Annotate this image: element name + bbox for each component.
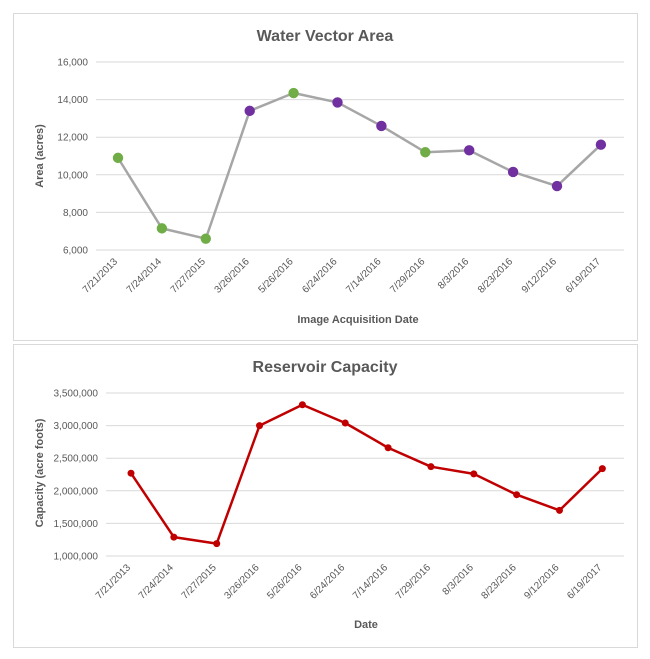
x-tick-label: 6/19/2017 bbox=[565, 562, 605, 602]
y-tick-label: 2,000,000 bbox=[54, 486, 99, 497]
y-tick-label: 8,000 bbox=[63, 208, 88, 219]
x-tick-label: 8/3/2016 bbox=[441, 562, 477, 598]
x-tick-label: 6/24/2016 bbox=[308, 562, 348, 602]
data-point bbox=[470, 470, 478, 478]
data-point bbox=[256, 422, 264, 430]
y-axis-title: Capacity (acre foots) bbox=[34, 418, 46, 527]
x-tick-label: 7/14/2016 bbox=[344, 256, 384, 296]
x-tick-label: 9/12/2016 bbox=[522, 562, 562, 602]
plot-area: 6,000 8,000 10,000 12,000 14,000 16,000 7/21/2… bbox=[57, 58, 624, 296]
data-point bbox=[200, 233, 211, 244]
data-point bbox=[376, 120, 387, 132]
x-axis-title: Image Acquisition Date bbox=[297, 314, 418, 326]
x-tick-label: 7/27/2015 bbox=[180, 562, 220, 602]
chart-panel-water-vector-area: Water Vector Area Area (acres) Image Acq… bbox=[13, 13, 638, 341]
x-tick-label: 3/26/2016 bbox=[222, 562, 262, 602]
y-tick-label: 10,000 bbox=[57, 170, 88, 181]
x-tick-label: 7/24/2014 bbox=[137, 562, 177, 602]
x-tick-label: 7/29/2016 bbox=[388, 256, 428, 296]
data-point bbox=[513, 491, 521, 499]
y-tick-label: 16,000 bbox=[57, 58, 88, 69]
series-line bbox=[129, 403, 604, 545]
chart-title: Reservoir Capacity bbox=[253, 359, 398, 376]
x-tick-label: 7/21/2013 bbox=[81, 256, 121, 296]
data-point bbox=[156, 223, 168, 234]
chart-title: Water Vector Area bbox=[257, 28, 394, 45]
data-point bbox=[298, 401, 306, 409]
y-tick-label: 3,000,000 bbox=[54, 421, 99, 432]
data-point bbox=[595, 139, 607, 150]
x-tick-label: 7/29/2016 bbox=[394, 562, 434, 602]
data-point bbox=[341, 419, 349, 427]
x-tick-label: 5/26/2016 bbox=[265, 562, 305, 602]
x-tick-label: 6/19/2017 bbox=[564, 256, 604, 296]
data-point bbox=[427, 463, 435, 471]
chart-reservoir-capacity: Reservoir Capacity Capacity (acre foots)… bbox=[34, 359, 624, 631]
data-point bbox=[420, 147, 431, 158]
x-tick-label: 6/24/2016 bbox=[300, 256, 340, 296]
data-point bbox=[213, 540, 221, 548]
x-tick-label: 3/26/2016 bbox=[213, 256, 253, 296]
data-point bbox=[551, 180, 563, 192]
chart-panel-reservoir-capacity: Reservoir Capacity Capacity (acre foots)… bbox=[13, 344, 638, 648]
chart-water-vector-area: Water Vector Area Area (acres) Image Acq… bbox=[34, 28, 624, 326]
data-point bbox=[170, 533, 178, 541]
data-point bbox=[332, 97, 343, 108]
x-tick-label: 7/14/2016 bbox=[351, 562, 391, 602]
data-point bbox=[244, 105, 255, 117]
x-tick-label: 7/24/2014 bbox=[125, 256, 165, 296]
data-point bbox=[556, 506, 563, 514]
y-axis-title: Area (acres) bbox=[34, 124, 46, 188]
x-tick-label: 9/12/2016 bbox=[520, 256, 560, 296]
y-tick-label: 6,000 bbox=[63, 246, 88, 257]
y-tick-label: 1,500,000 bbox=[54, 519, 99, 530]
data-point bbox=[288, 87, 299, 99]
series-line bbox=[116, 91, 602, 240]
data-point bbox=[384, 444, 392, 452]
data-point bbox=[127, 469, 135, 477]
y-tick-label: 14,000 bbox=[57, 95, 88, 106]
plot-area: 1,000,000 1,500,000 2,000,000 2,500,000 3,00… bbox=[54, 389, 624, 602]
data-point bbox=[598, 465, 606, 473]
y-tick-label: 12,000 bbox=[57, 133, 88, 144]
x-tick-label: 8/3/2016 bbox=[436, 256, 472, 292]
y-tick-label: 1,000,000 bbox=[54, 552, 99, 563]
x-tick-label: 7/21/2013 bbox=[94, 562, 134, 602]
data-point bbox=[464, 145, 475, 156]
y-tick-label: 3,500,000 bbox=[54, 389, 99, 400]
y-tick-label: 2,500,000 bbox=[54, 454, 99, 465]
x-tick-label: 7/27/2015 bbox=[169, 256, 209, 296]
x-tick-label: 8/23/2016 bbox=[476, 256, 516, 296]
x-tick-label: 5/26/2016 bbox=[256, 256, 296, 296]
x-tick-label: 8/23/2016 bbox=[480, 562, 520, 602]
data-point bbox=[112, 152, 124, 164]
x-axis-title: Date bbox=[354, 619, 378, 631]
data-point bbox=[507, 166, 519, 178]
